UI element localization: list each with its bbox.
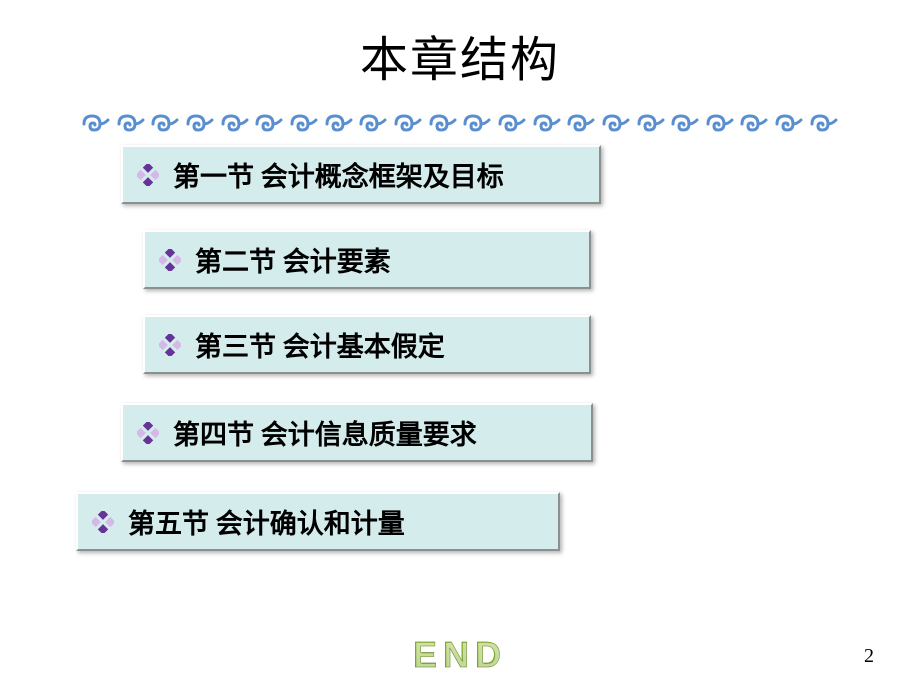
swirl-icon (80, 112, 112, 136)
swirl-icon (738, 112, 770, 136)
section-label: 第四节 会计信息质量要求 (173, 413, 477, 452)
page-number: 2 (864, 645, 874, 668)
swirl-icon (600, 112, 632, 136)
swirl-icon (808, 112, 840, 136)
end-letter: N (443, 634, 475, 676)
swirl-icon (496, 112, 528, 136)
diamond-bullet-icon (159, 334, 181, 356)
swirl-icon (635, 112, 667, 136)
decorative-border (80, 110, 840, 138)
swirl-icon (288, 112, 320, 136)
end-letter: D (475, 634, 507, 676)
swirl-icon (149, 112, 181, 136)
swirl-icon (427, 112, 459, 136)
swirl-icon (357, 112, 389, 136)
section-item[interactable]: 第一节 会计概念框架及目标 (121, 145, 601, 204)
section-item[interactable]: 第三节 会计基本假定 (143, 315, 591, 374)
swirl-icon (704, 112, 736, 136)
swirl-icon (184, 112, 216, 136)
swirl-icon (115, 112, 147, 136)
swirl-icon (669, 112, 701, 136)
swirl-icon (219, 112, 251, 136)
swirl-icon (253, 112, 285, 136)
section-item[interactable]: 第二节 会计要素 (143, 230, 591, 289)
diamond-bullet-icon (92, 511, 114, 533)
swirl-icon (323, 112, 355, 136)
section-item[interactable]: 第四节 会计信息质量要求 (121, 403, 593, 462)
section-label: 第一节 会计概念框架及目标 (173, 155, 504, 194)
section-label: 第二节 会计要素 (195, 240, 391, 279)
swirl-icon (392, 112, 424, 136)
page-title: 本章结构 (0, 0, 920, 90)
section-item[interactable]: 第五节 会计确认和计量 (76, 492, 560, 551)
swirl-icon (565, 112, 597, 136)
diamond-bullet-icon (137, 422, 159, 444)
section-label: 第五节 会计确认和计量 (128, 502, 405, 541)
swirl-icon (773, 112, 805, 136)
section-label: 第三节 会计基本假定 (195, 325, 445, 364)
end-label: END (413, 634, 507, 676)
end-letter: E (413, 634, 443, 676)
diamond-bullet-icon (159, 249, 181, 271)
diamond-bullet-icon (137, 164, 159, 186)
swirl-icon (461, 112, 493, 136)
swirl-icon (531, 112, 563, 136)
